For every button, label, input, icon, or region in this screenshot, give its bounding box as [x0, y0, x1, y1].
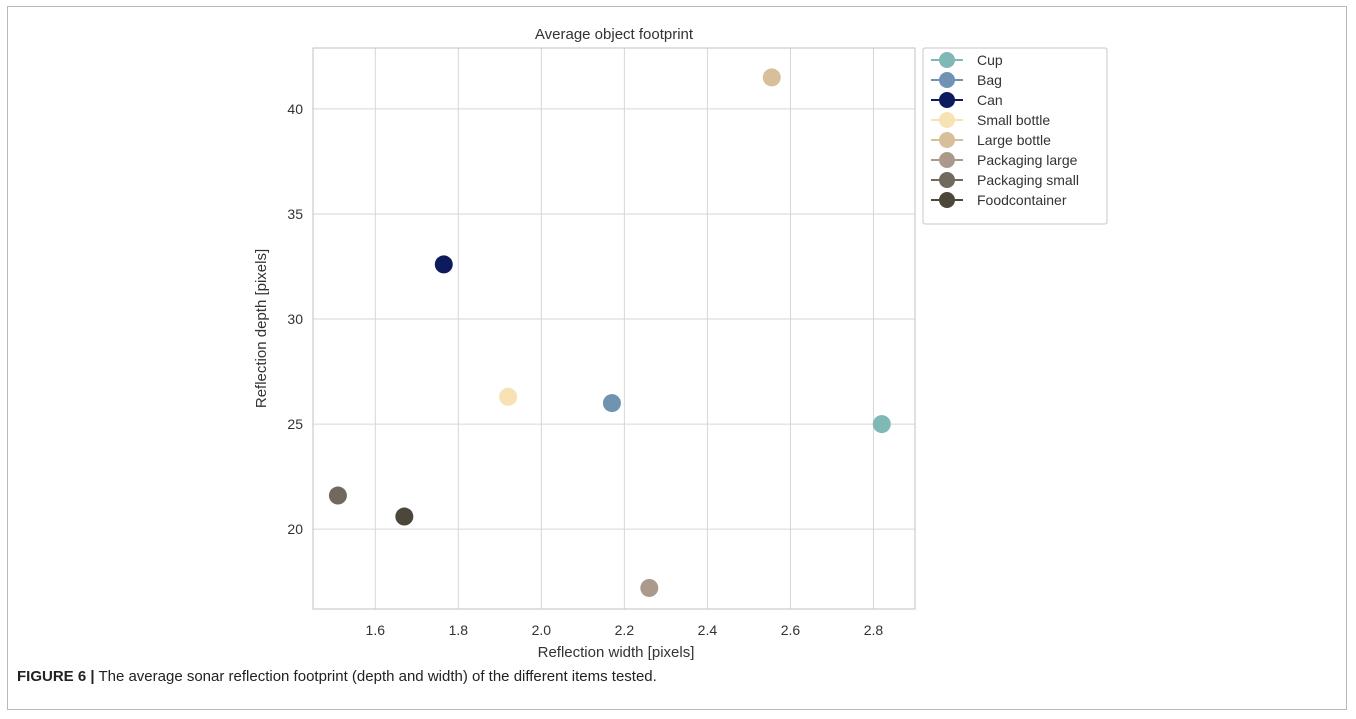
legend-swatch-marker: [939, 112, 955, 128]
legend-swatch-marker: [939, 52, 955, 68]
data-point: [602, 394, 621, 413]
x-tick-label: 2.4: [698, 622, 718, 638]
legend-label: Cup: [977, 52, 1003, 68]
legend-label: Packaging large: [977, 152, 1078, 168]
y-tick-label: 35: [287, 206, 303, 222]
x-tick-label: 2.0: [532, 622, 552, 638]
legend-swatch-marker: [939, 132, 955, 148]
data-point: [328, 486, 347, 505]
plot-area: [313, 48, 915, 609]
x-tick-label: 1.6: [366, 622, 386, 638]
legend-label: Small bottle: [977, 112, 1050, 128]
legend-label: Packaging small: [977, 172, 1079, 188]
legend-swatch-marker: [939, 72, 955, 88]
x-axis-label: Reflection width [pixels]: [538, 644, 695, 661]
data-point: [762, 68, 781, 87]
y-tick-label: 30: [287, 311, 303, 327]
data-point: [640, 578, 659, 597]
figure-caption-text: The average sonar reflection footprint (…: [94, 668, 657, 685]
legend-label: Foodcontainer: [977, 192, 1067, 208]
legend-swatch-marker: [939, 172, 955, 188]
legend-swatch-marker: [939, 152, 955, 168]
figure-caption-lead: FIGURE 6 |: [17, 668, 95, 685]
legend-label: Large bottle: [977, 132, 1051, 148]
y-tick-label: 20: [287, 521, 303, 537]
y-axis-label: Reflection depth [pixels]: [253, 249, 270, 408]
legend-box: [922, 47, 1108, 225]
x-tick-label: 2.8: [864, 622, 884, 638]
x-tick-label: 2.6: [781, 622, 801, 638]
x-tick-label: 2.2: [615, 622, 635, 638]
legend-swatch-marker: [939, 92, 955, 108]
data-point: [499, 387, 518, 406]
chart-title: Average object footprint: [535, 26, 694, 43]
y-tick-label: 40: [287, 101, 303, 117]
x-tick-label: 1.8: [449, 622, 469, 638]
legend-label: Bag: [977, 72, 1002, 88]
legend-label: Can: [977, 92, 1003, 108]
figure-caption: FIGURE 6 | The average sonar reflection …: [17, 668, 657, 685]
plot-frame: [312, 47, 916, 610]
y-tick-label: 25: [287, 416, 303, 432]
data-point: [872, 415, 891, 434]
data-point: [395, 507, 414, 526]
legend-swatch-marker: [939, 192, 955, 208]
data-point: [434, 255, 453, 274]
